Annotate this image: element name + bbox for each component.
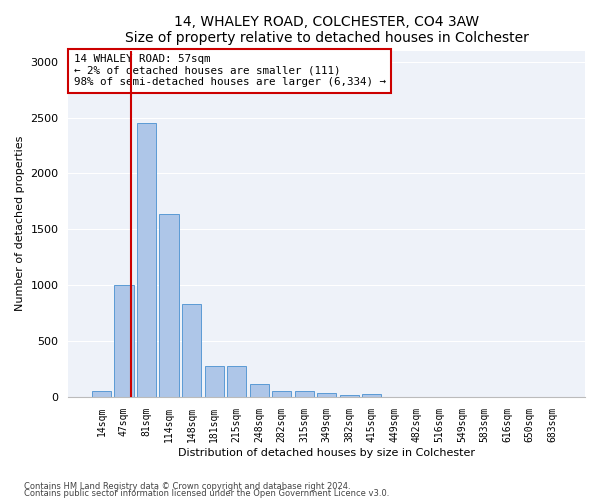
Text: Contains public sector information licensed under the Open Government Licence v3: Contains public sector information licen… [24,489,389,498]
Bar [205,366,224,397]
Bar [250,384,269,397]
Bar [160,214,179,397]
Bar [115,285,134,397]
Bar [340,394,359,397]
Title: 14, WHALEY ROAD, COLCHESTER, CO4 3AW
Size of property relative to detached house: 14, WHALEY ROAD, COLCHESTER, CO4 3AW Siz… [125,15,529,45]
Bar [272,392,291,397]
Bar [317,393,336,397]
Bar [137,123,156,397]
Bar [295,392,314,397]
Bar [92,392,111,397]
Text: 14 WHALEY ROAD: 57sqm
← 2% of detached houses are smaller (111)
98% of semi-deta: 14 WHALEY ROAD: 57sqm ← 2% of detached h… [74,54,386,87]
Bar [227,366,246,397]
X-axis label: Distribution of detached houses by size in Colchester: Distribution of detached houses by size … [178,448,475,458]
Bar [182,304,201,397]
Text: Contains HM Land Registry data © Crown copyright and database right 2024.: Contains HM Land Registry data © Crown c… [24,482,350,491]
Bar [362,394,382,397]
Y-axis label: Number of detached properties: Number of detached properties [15,136,25,312]
